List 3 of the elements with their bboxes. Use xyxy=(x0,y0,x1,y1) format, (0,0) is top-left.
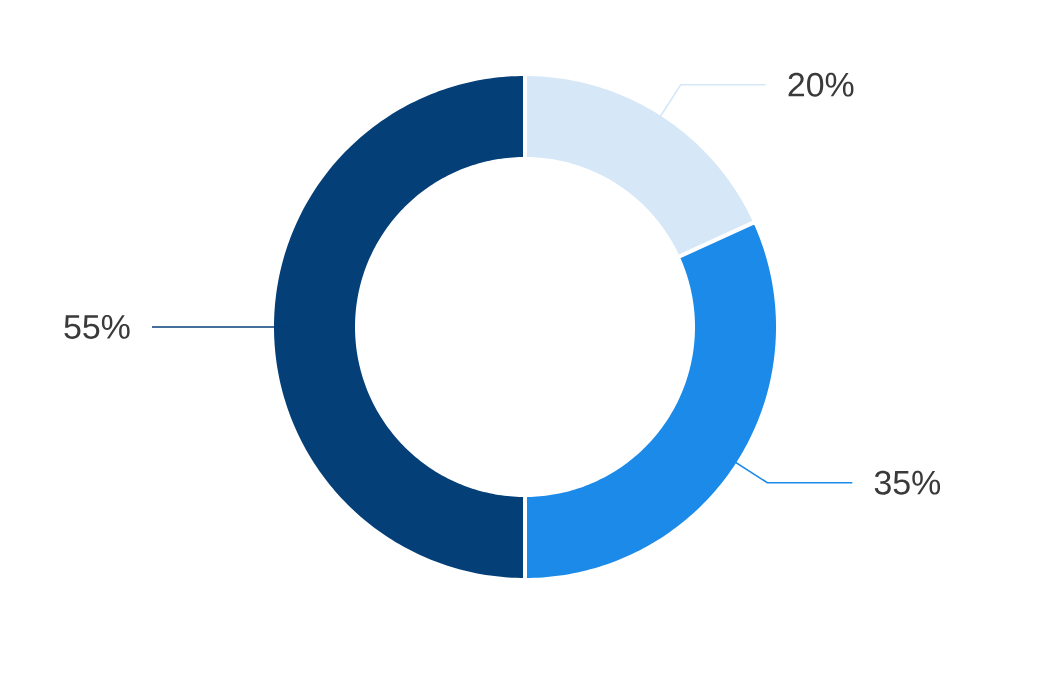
data-label: 55% xyxy=(64,315,130,339)
data-label: 20% xyxy=(788,72,854,97)
data-label: 35% xyxy=(874,470,941,495)
